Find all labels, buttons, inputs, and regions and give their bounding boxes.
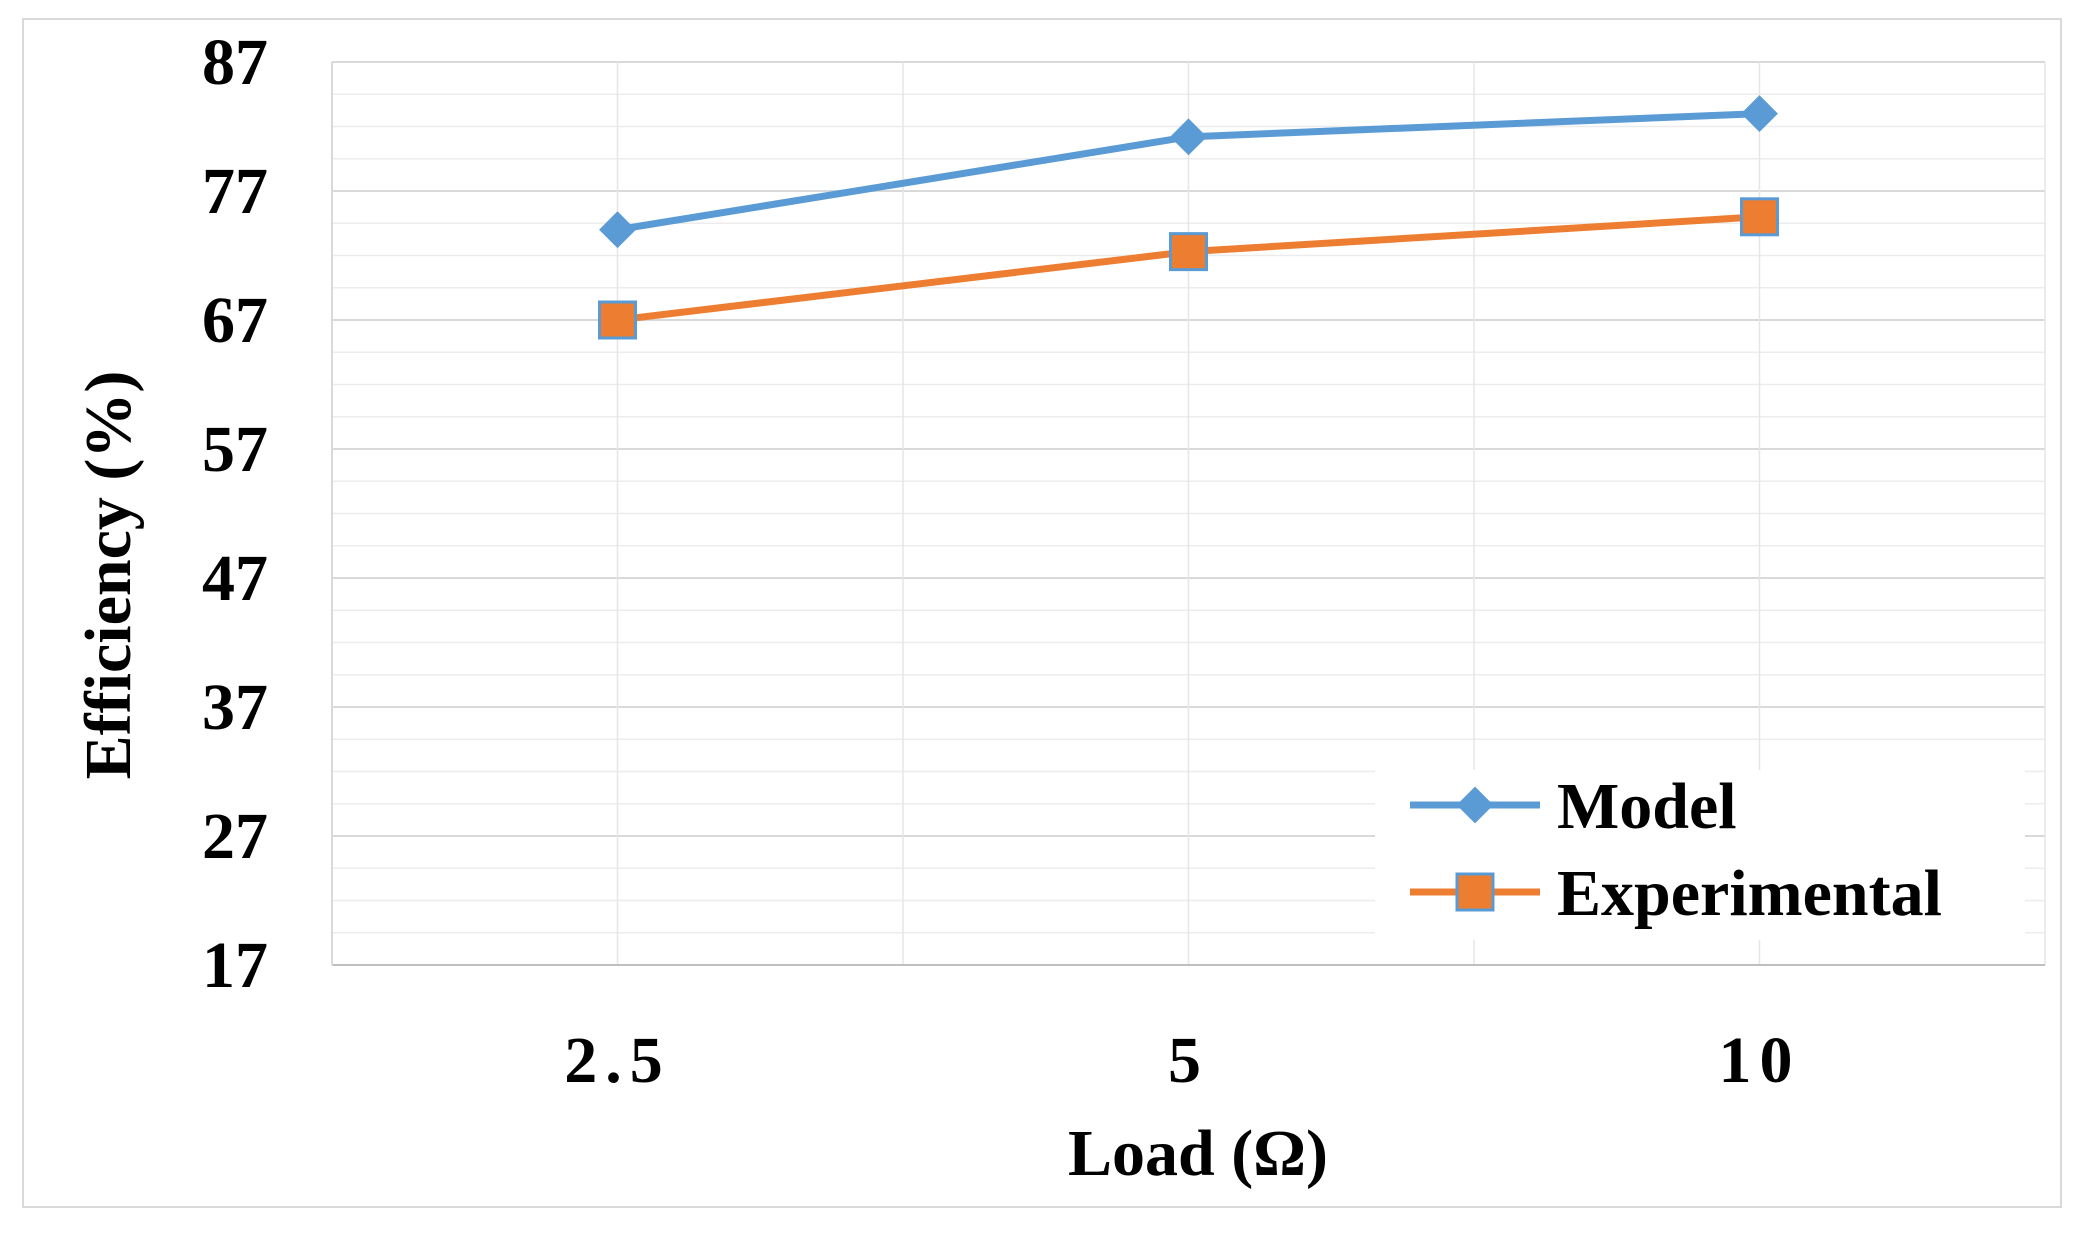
x-axis-ticks: 2.5 5 10 <box>564 1024 1801 1097</box>
x-tick-label: 2.5 <box>564 1024 671 1097</box>
legend-label: Model <box>1557 770 1737 843</box>
series-model <box>599 95 1778 249</box>
y-tick-label: 27 <box>202 800 268 873</box>
x-tick-label: 5 <box>1168 1024 1209 1097</box>
y-tick-label: 47 <box>202 542 268 615</box>
square-marker <box>1740 197 1779 237</box>
legend-item-experimental: Experimental <box>1410 857 1942 930</box>
y-axis-title: Efficiency (%) <box>72 371 145 780</box>
square-marker <box>1455 872 1495 912</box>
diamond-marker <box>1456 786 1494 824</box>
y-tick-label: 57 <box>202 413 268 486</box>
series-layer <box>598 95 1779 340</box>
y-tick-label: 37 <box>202 671 268 744</box>
y-tick-label: 17 <box>202 929 268 1002</box>
legend: Model Experimental <box>1375 770 2025 940</box>
legend-label: Experimental <box>1557 857 1942 930</box>
series-experimental <box>598 197 1779 340</box>
x-axis-title: Load (Ω) <box>1068 1117 1328 1190</box>
y-axis-ticks: 87 77 67 57 47 37 27 17 <box>202 26 268 1002</box>
square-marker <box>1169 232 1208 272</box>
y-tick-label: 77 <box>202 155 268 228</box>
x-tick-label: 10 <box>1719 1024 1801 1097</box>
diamond-marker <box>599 211 636 249</box>
diamond-marker <box>1170 118 1207 156</box>
y-tick-label: 67 <box>202 284 268 357</box>
legend-item-model: Model <box>1410 770 1737 843</box>
y-tick-label: 87 <box>202 26 268 99</box>
diamond-marker <box>1741 95 1778 133</box>
square-marker <box>598 300 637 340</box>
